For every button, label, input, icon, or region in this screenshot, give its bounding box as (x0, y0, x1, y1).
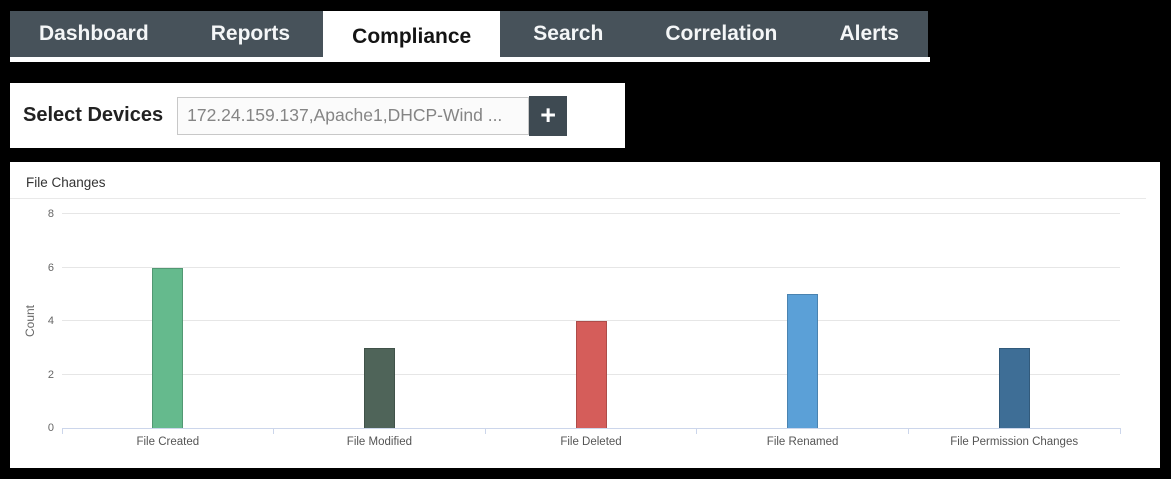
x-axis-tick (907, 428, 909, 434)
bar-file-modified[interactable] (363, 347, 395, 428)
x-axis-label-file-renamed: File Renamed (766, 436, 839, 448)
top-navbar: Dashboard Reports Compliance Search Correlat… (10, 11, 928, 62)
device-selector-bar: Select Devices + (10, 83, 625, 148)
tab-alerts[interactable]: Alerts (839, 22, 899, 45)
tab-correlation[interactable]: Correlation (665, 22, 778, 45)
gridline-6 (62, 266, 1120, 268)
tab-search[interactable]: Search (533, 22, 604, 45)
bar-file-renamed[interactable] (787, 294, 819, 428)
x-axis-tick (696, 428, 698, 434)
select-devices-input[interactable] (177, 96, 530, 135)
add-device-button[interactable]: + (529, 95, 568, 136)
file-changes-panel: File Changes Count 0 2 4 6 8 File Created File… (10, 162, 1160, 468)
y-tick-label-0: 0 (47, 422, 54, 434)
x-axis-label-file-deleted: File Deleted (560, 436, 622, 448)
tab-compliance[interactable]: Compliance (323, 11, 501, 62)
x-axis-label-file-permission-changes: File Permission Changes (950, 436, 1079, 448)
y-tick-label-2: 2 (47, 368, 54, 381)
y-tick-label-8: 8 (47, 208, 54, 220)
x-axis-label-file-created: File Created (136, 436, 200, 448)
bar-file-permission-changes[interactable] (998, 347, 1030, 428)
x-axis-tick (273, 428, 275, 434)
y-tick-label-6: 6 (47, 261, 54, 274)
gridline-8 (62, 213, 1120, 214)
y-tick-label-4: 4 (47, 315, 54, 327)
tab-reports[interactable]: Reports (210, 22, 291, 45)
panel-divider (10, 198, 1146, 199)
x-axis-tick (61, 428, 63, 434)
select-devices-label: Select Devices (23, 104, 164, 126)
x-axis-line (62, 428, 1120, 429)
tab-dashboard[interactable]: Dashboard (39, 22, 149, 45)
bar-file-created[interactable] (152, 267, 184, 428)
gridline-4 (62, 320, 1120, 321)
x-axis-tick (1119, 428, 1121, 434)
x-axis-tick (484, 428, 486, 434)
plot-area: 0 2 4 6 8 File Created File Modified File Delet… (48, 208, 1121, 448)
chart-title: File Changes (26, 175, 106, 190)
bar-file-deleted[interactable] (575, 321, 607, 428)
x-axis-label-file-modified: File Modified (346, 436, 412, 448)
